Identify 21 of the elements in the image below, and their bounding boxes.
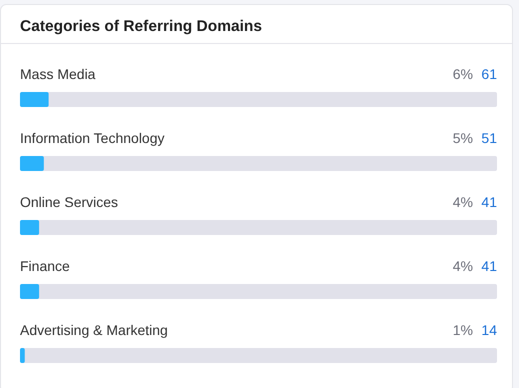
y-tick-label: Mass Media <box>20 66 96 82</box>
y-tick-label: Advertising & Marketing <box>20 322 168 338</box>
bar <box>20 348 25 363</box>
annotation: 14 <box>481 322 498 338</box>
data-label: 4% <box>452 194 473 210</box>
y-tick-label: Information Technology <box>20 130 164 146</box>
data-label: 5% <box>452 130 473 146</box>
annotation: 41 <box>481 194 498 210</box>
bar <box>20 156 44 171</box>
bar <box>20 220 40 235</box>
data-label: 1% <box>452 322 473 338</box>
data-label: 6% <box>452 66 473 82</box>
bar <box>20 92 49 107</box>
chart-title: Categories of Referring Domains <box>20 18 262 35</box>
y-tick-label: Online Services <box>20 194 118 210</box>
y-tick-label: Finance <box>20 258 70 274</box>
annotation: 61 <box>481 66 498 82</box>
bar <box>20 284 40 299</box>
annotation: 51 <box>481 130 498 146</box>
data-label: 4% <box>452 258 473 274</box>
annotation: 41 <box>481 258 498 274</box>
